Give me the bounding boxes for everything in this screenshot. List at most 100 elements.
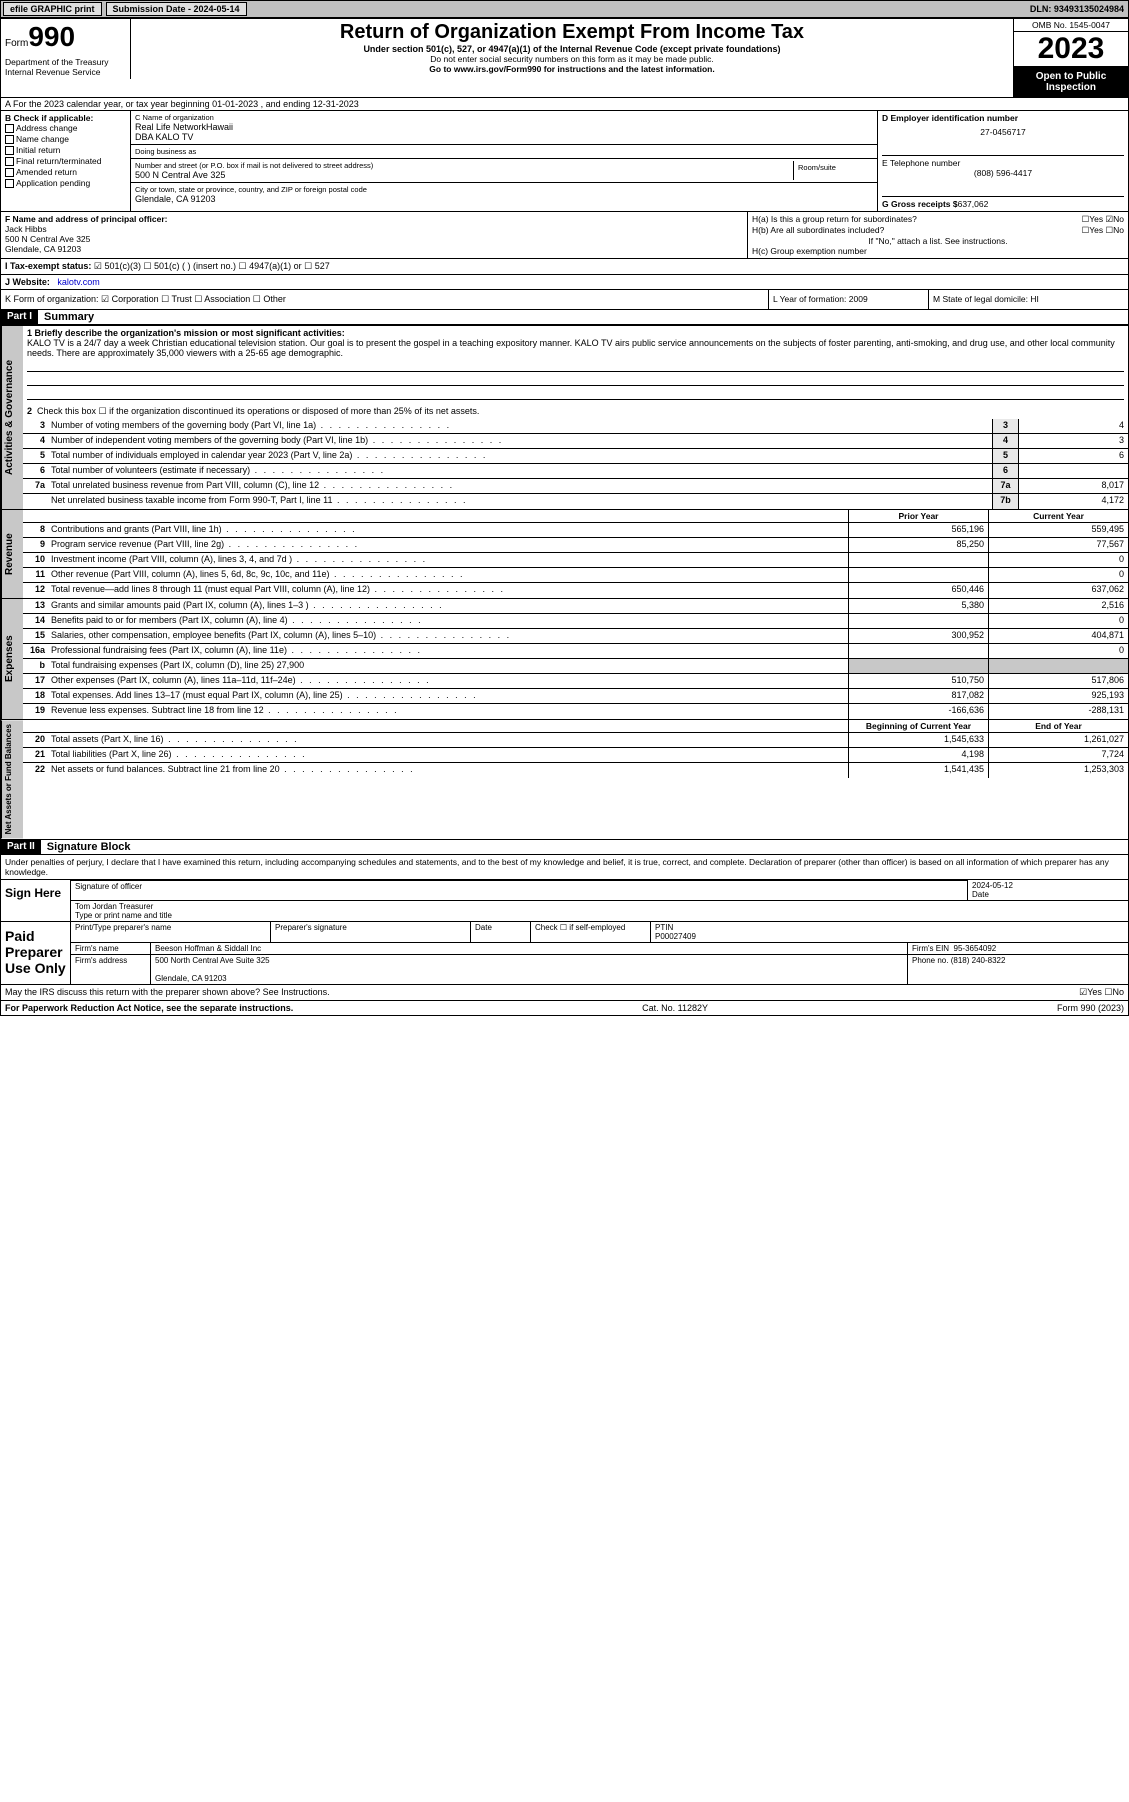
table-row: 14 Benefits paid to or for members (Part…: [23, 614, 1128, 629]
col-d-ein: D Employer identification number 27-0456…: [878, 111, 1128, 211]
phone-value: (818) 240-8322: [951, 956, 1006, 965]
col-h-group: H(a) Is this a group return for subordin…: [748, 212, 1128, 258]
cb-amended[interactable]: [5, 168, 14, 177]
cb-name-change[interactable]: [5, 135, 14, 144]
q2-text: Check this box ☐ if the organization dis…: [37, 406, 479, 416]
hdr-curr: Current Year: [988, 510, 1128, 522]
tax-year: 2023: [1014, 32, 1128, 67]
netassets-section: Net Assets or Fund Balances Beginning of…: [1, 720, 1128, 839]
gross-value: 637,062: [958, 199, 989, 209]
col-b-title: B Check if applicable:: [5, 113, 93, 123]
part2-header: Part II Signature Block: [1, 840, 1128, 855]
part1-label: Part I: [1, 310, 38, 324]
prep-date-label: Date: [471, 922, 531, 942]
under-section: Under section 501(c), 527, or 4947(a)(1)…: [137, 44, 1007, 54]
firm-name-label: Firm's name: [71, 943, 151, 954]
cb-pending[interactable]: [5, 179, 14, 188]
org-dba: DBA KALO TV: [135, 132, 193, 142]
dln-text: DLN: 93493135024984: [1030, 4, 1128, 14]
cb-initial[interactable]: [5, 146, 14, 155]
submission-btn[interactable]: Submission Date - 2024-05-14: [106, 2, 247, 16]
ha-label: H(a) Is this a group return for subordin…: [752, 214, 917, 225]
vtab-revenue: Revenue: [1, 510, 23, 598]
addr-label: Number and street (or P.O. box if mail i…: [135, 161, 793, 170]
officer-label: F Name and address of principal officer:: [5, 214, 167, 224]
firm-addr: 500 North Central Ave Suite 325: [155, 956, 270, 965]
table-row: 3 Number of voting members of the govern…: [23, 419, 1128, 434]
perjury-text: Under penalties of perjury, I declare th…: [1, 855, 1128, 880]
goto-link[interactable]: Go to www.irs.gov/Form990 for instructio…: [137, 64, 1007, 74]
table-row: Net unrelated business taxable income fr…: [23, 494, 1128, 509]
section-bcd: B Check if applicable: Address change Na…: [1, 111, 1128, 212]
section-fh: F Name and address of principal officer:…: [1, 212, 1128, 259]
table-row: 6 Total number of volunteers (estimate i…: [23, 464, 1128, 479]
table-row: 11 Other revenue (Part VIII, column (A),…: [23, 568, 1128, 583]
table-row: 5 Total number of individuals employed i…: [23, 449, 1128, 464]
topbar: efile GRAPHIC print Submission Date - 20…: [0, 0, 1129, 18]
cb-address-change[interactable]: [5, 124, 14, 133]
firm-name: Beeson Hoffman & Siddall Inc: [151, 943, 908, 954]
col-f-officer: F Name and address of principal officer:…: [1, 212, 748, 258]
prep-sig-label: Preparer's signature: [271, 922, 471, 942]
table-row: 12 Total revenue—add lines 8 through 11 …: [23, 583, 1128, 598]
officer-printed: Tom Jordan Treasurer: [75, 902, 153, 911]
firm-ein-label: Firm's EIN: [912, 944, 949, 953]
form-990: Form990 Department of the Treasury Inter…: [0, 18, 1129, 1016]
efile-btn[interactable]: efile GRAPHIC print: [3, 2, 102, 16]
org-name: Real Life NetworkHawaii: [135, 122, 233, 132]
hdr-beg: Beginning of Current Year: [848, 720, 988, 732]
q1-label: 1 Briefly describe the organization's mi…: [27, 328, 345, 338]
row-a-tax-year: A For the 2023 calendar year, or tax yea…: [1, 98, 1128, 111]
omb-number: OMB No. 1545-0047: [1014, 19, 1128, 32]
col-b-checkboxes: B Check if applicable: Address change Na…: [1, 111, 131, 211]
expenses-section: Expenses 13 Grants and similar amounts p…: [1, 599, 1128, 720]
sig-date: 2024-05-12: [972, 881, 1013, 890]
discuss-text: May the IRS discuss this return with the…: [5, 987, 1079, 998]
footer-right: Form 990 (2023): [1057, 1003, 1124, 1013]
form-number: 990: [28, 21, 75, 52]
officer-addr1: 500 N Central Ave 325: [5, 234, 90, 244]
revenue-section: Revenue Prior YearCurrent Year 8 Contrib…: [1, 510, 1128, 599]
table-row: 4 Number of independent voting members o…: [23, 434, 1128, 449]
name-label: C Name of organization: [135, 113, 873, 122]
table-row: 19 Revenue less expenses. Subtract line …: [23, 704, 1128, 719]
table-row: 9 Program service revenue (Part VIII, li…: [23, 538, 1128, 553]
gross-label: G Gross receipts $: [882, 199, 958, 209]
cb-final[interactable]: [5, 157, 14, 166]
city-label: City or town, state or province, country…: [135, 185, 873, 194]
form-header: Form990 Department of the Treasury Inter…: [1, 19, 1128, 98]
hb-note: If "No," attach a list. See instructions…: [752, 236, 1124, 246]
open-inspection: Open to Public Inspection: [1014, 67, 1128, 97]
table-row: 15 Salaries, other compensation, employe…: [23, 629, 1128, 644]
discuss-answer: ☑Yes ☐No: [1079, 987, 1124, 998]
hb-answer: ☐Yes ☐No: [1082, 225, 1124, 236]
website-value[interactable]: kalotv.com: [57, 277, 99, 287]
phone-label: Phone no.: [912, 956, 948, 965]
discuss-row: May the IRS discuss this return with the…: [1, 985, 1128, 1001]
sign-here-label: Sign Here: [1, 880, 71, 921]
ptin-label: PTIN: [655, 923, 673, 932]
table-row: 10 Investment income (Part VIII, column …: [23, 553, 1128, 568]
tel-value: (808) 596-4417: [882, 168, 1124, 178]
hdr-prior: Prior Year: [848, 510, 988, 522]
website-label: J Website:: [5, 277, 50, 287]
form-title: Return of Organization Exempt From Incom…: [137, 21, 1007, 44]
footer-left: For Paperwork Reduction Act Notice, see …: [5, 1003, 293, 1013]
date-label: Date: [972, 890, 989, 899]
table-row: 8 Contributions and grants (Part VIII, l…: [23, 523, 1128, 538]
row-j: J Website: kalotv.com: [1, 275, 1128, 290]
tax-status-opts: ☑ 501(c)(3) ☐ 501(c) ( ) (insert no.) ☐ …: [94, 261, 330, 271]
tel-label: E Telephone number: [882, 158, 960, 168]
part1-header: Part I Summary: [1, 310, 1128, 326]
dept-treasury: Department of the Treasury Internal Reve…: [1, 55, 131, 79]
sign-here-row: Sign Here Signature of officer2024-05-12…: [1, 880, 1128, 922]
ssn-note: Do not enter social security numbers on …: [137, 54, 1007, 64]
hdr-end: End of Year: [988, 720, 1128, 732]
ha-answer: ☐Yes ☑No: [1082, 214, 1124, 225]
q1-text: KALO TV is a 24/7 day a week Christian e…: [27, 338, 1115, 358]
footer: For Paperwork Reduction Act Notice, see …: [1, 1001, 1128, 1015]
vtab-expenses: Expenses: [1, 599, 23, 719]
self-emp: Check ☐ if self-employed: [531, 922, 651, 942]
firm-ein: 95-3654092: [954, 944, 997, 953]
officer-name-label: Type or print name and title: [75, 911, 172, 920]
